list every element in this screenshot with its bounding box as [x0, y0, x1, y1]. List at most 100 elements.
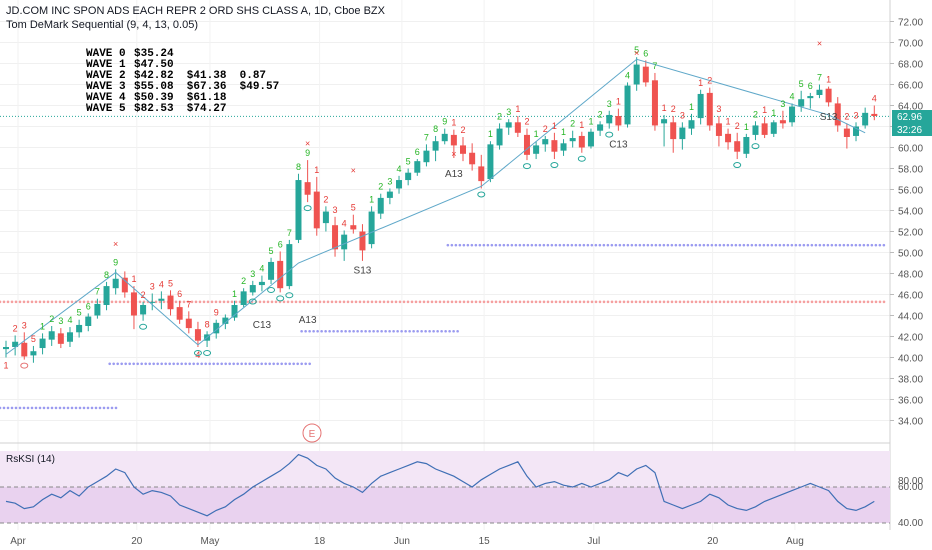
candle-body	[48, 331, 55, 340]
support-dot	[248, 362, 251, 366]
td-countdown-circle	[733, 162, 742, 169]
support-dot	[842, 300, 846, 304]
td-count-label: 6	[177, 289, 182, 299]
td-count-label: 1	[3, 361, 8, 371]
support-dot	[690, 300, 694, 304]
support-dot	[300, 362, 303, 366]
support-dot	[50, 406, 54, 410]
support-dot	[18, 300, 22, 304]
indicator-title: Tom DeMark Sequential (9, 4, 13, 0.05)	[6, 19, 198, 31]
td-count-label: 5	[634, 45, 639, 55]
support-dot	[726, 243, 730, 247]
td-count-label: 4	[790, 91, 795, 101]
candle-body	[487, 144, 494, 179]
support-dot	[86, 300, 90, 304]
support-dot	[268, 362, 271, 366]
support-dot	[774, 243, 778, 247]
earnings-event-marker[interactable]: E	[302, 423, 322, 443]
time-axis[interactable]: Apr 20 May 18 Jun 15 Jul 20 Aug	[10, 536, 804, 547]
rsi-tick-40: 40.00	[898, 518, 923, 529]
support-dot	[452, 329, 455, 333]
support-dot	[578, 300, 582, 304]
support-dot	[822, 243, 826, 247]
candle-body	[706, 92, 713, 126]
support-dot	[332, 329, 335, 333]
support-dot	[694, 300, 698, 304]
support-dot	[384, 329, 387, 333]
support-dot	[610, 243, 614, 247]
support-dot	[790, 243, 794, 247]
support-dot	[42, 300, 46, 304]
td-count-label: 3	[387, 176, 392, 186]
support-dot	[522, 300, 526, 304]
support-dot	[538, 243, 542, 247]
support-dot	[454, 243, 458, 247]
wave-values: $35.24	[134, 48, 174, 60]
support-dot	[380, 329, 383, 333]
candle-body	[688, 120, 695, 129]
td-count-label: 2	[13, 323, 18, 333]
support-dot	[622, 243, 626, 247]
candle-body	[176, 307, 183, 320]
support-dot	[274, 300, 278, 304]
td-count-label: 2	[141, 290, 146, 300]
td-count-label: 5	[168, 278, 173, 288]
support-dot	[160, 362, 163, 366]
support-dot	[702, 300, 706, 304]
support-dot	[308, 329, 311, 333]
support-dot	[330, 300, 334, 304]
wave-label: WAVE 0	[86, 48, 126, 60]
support-dot	[216, 362, 219, 366]
support-dot	[590, 300, 594, 304]
support-dot	[786, 300, 790, 304]
td-x-marker: ×	[817, 39, 822, 49]
support-dot	[498, 300, 502, 304]
support-dot	[226, 300, 230, 304]
candle-body	[578, 135, 585, 148]
support-dot	[494, 300, 498, 304]
candle-body	[624, 85, 631, 125]
support-dot	[294, 300, 298, 304]
support-dot	[502, 243, 506, 247]
candle-body	[560, 143, 567, 151]
support-dot	[510, 300, 514, 304]
support-dot	[782, 300, 786, 304]
td-countdown-circles	[20, 131, 760, 369]
support-dot	[228, 362, 231, 366]
td-count-label: 2	[524, 117, 529, 127]
y-tick-label: 64.00	[898, 102, 923, 113]
y-tick-label: 60.00	[898, 144, 923, 155]
support-dot	[734, 243, 738, 247]
support-dot	[288, 362, 291, 366]
candle-body	[725, 133, 732, 143]
support-dot	[112, 362, 115, 366]
candlestick-series[interactable]	[3, 57, 878, 363]
td-count-label: 9	[442, 117, 447, 127]
support-dot	[62, 300, 66, 304]
support-dot	[754, 243, 758, 247]
support-dot	[310, 300, 314, 304]
support-dot	[14, 300, 18, 304]
td-count-label: 7	[652, 61, 657, 71]
support-dot	[650, 243, 654, 247]
support-dot	[270, 300, 274, 304]
td-countdown-circle	[751, 143, 760, 150]
candle-body	[661, 119, 668, 124]
candle-body	[779, 120, 786, 124]
rsi-tick-80: 80.00	[898, 476, 923, 487]
support-dot	[838, 243, 842, 247]
support-dot	[244, 362, 247, 366]
rsi-pane[interactable]: RsKSI (14) 80.00 60.00 40.00	[0, 451, 923, 529]
td-count-label: 4	[342, 218, 347, 228]
y-tick-label: 58.00	[898, 165, 923, 176]
support-dot	[116, 362, 119, 366]
support-dot	[390, 300, 394, 304]
td-x-marker: ×	[113, 239, 118, 249]
td-count-label: 1	[552, 121, 557, 131]
support-dot	[450, 243, 454, 247]
support-dot	[646, 243, 650, 247]
support-dot	[6, 406, 10, 410]
support-dot	[364, 329, 367, 333]
support-dot	[366, 300, 370, 304]
